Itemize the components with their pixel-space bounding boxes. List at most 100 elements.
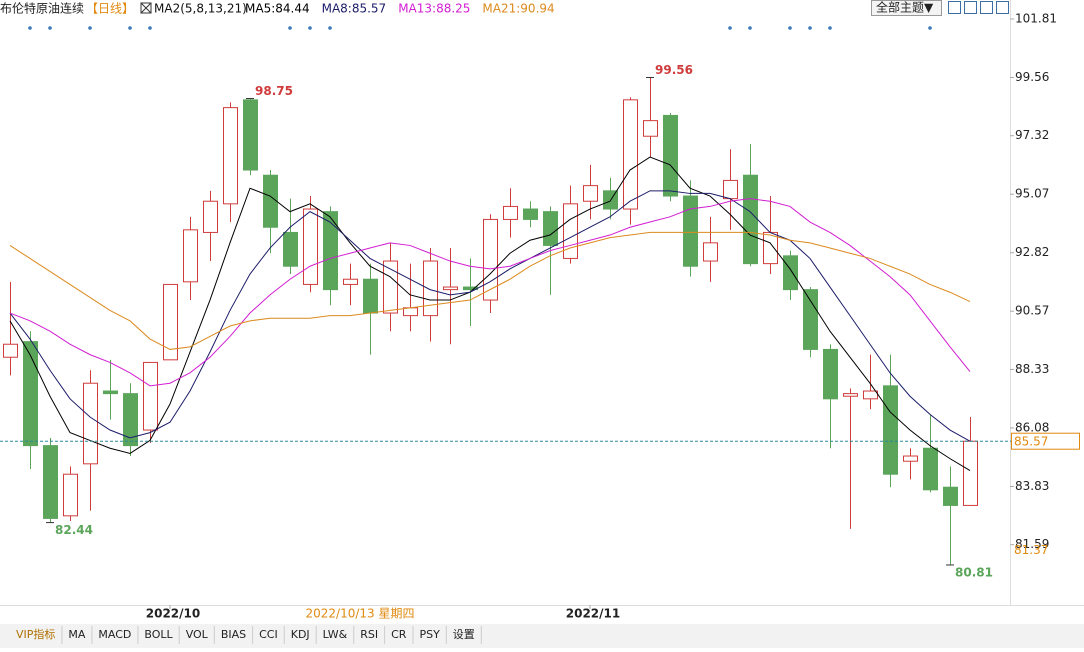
y-tick-label: 81.59 bbox=[1015, 537, 1049, 551]
event-dot[interactable] bbox=[288, 26, 292, 30]
tool-icon[interactable] bbox=[996, 1, 1009, 14]
event-dot[interactable] bbox=[828, 26, 832, 30]
y-tick-label: 99.56 bbox=[1015, 70, 1049, 84]
toolbar-item[interactable]: MACD bbox=[98, 628, 131, 641]
event-dot[interactable] bbox=[748, 26, 752, 30]
y-tick-label: 97.32 bbox=[1015, 128, 1049, 142]
candle-body bbox=[83, 382, 98, 465]
y-tick-label: 88.33 bbox=[1015, 362, 1049, 376]
indicator-icon bbox=[140, 2, 152, 14]
high-label: 98.75 bbox=[255, 84, 293, 98]
x-tick-label: 2022/10 bbox=[146, 607, 200, 621]
y-tick-label: 101.81 bbox=[1015, 11, 1057, 25]
candle-body bbox=[823, 348, 838, 400]
event-dot[interactable] bbox=[48, 26, 52, 30]
legend: MA5:84.44 MA8:85.57 MA13:88.25 MA21:90.94 bbox=[245, 2, 555, 16]
candle-body bbox=[123, 393, 138, 447]
candle-body bbox=[903, 455, 918, 462]
candle-body bbox=[743, 174, 758, 265]
candle-body bbox=[503, 205, 518, 220]
event-dot[interactable] bbox=[128, 26, 132, 30]
legend-entry: MA13:88.25 bbox=[398, 2, 470, 16]
candle-body bbox=[723, 179, 738, 200]
event-dot[interactable] bbox=[328, 26, 332, 30]
y-tick-label: 92.82 bbox=[1015, 245, 1049, 259]
toolbar: VIP指标 MA MACD BOLL VOL BIAS CCI KDJ LW& RSI CR PSY 设… bbox=[16, 626, 482, 644]
event-dot[interactable] bbox=[28, 26, 32, 30]
event-dot[interactable] bbox=[148, 26, 152, 30]
candle-body bbox=[943, 486, 958, 506]
event-dot[interactable] bbox=[728, 26, 732, 30]
candle-body bbox=[883, 385, 898, 475]
candle-body bbox=[383, 260, 398, 314]
toolbar-item[interactable]: RSI bbox=[360, 628, 378, 641]
candle-body bbox=[483, 218, 498, 301]
theme-button[interactable] bbox=[871, 0, 942, 16]
candle-body bbox=[423, 260, 438, 317]
candle-body bbox=[863, 390, 878, 400]
candle-body bbox=[623, 99, 638, 210]
chart-title: 布伦特原油连续 bbox=[0, 1, 84, 16]
toolbar-item[interactable]: CR bbox=[391, 628, 407, 641]
tool-icon[interactable] bbox=[964, 1, 977, 14]
tool-icon[interactable] bbox=[980, 1, 993, 14]
candle-body bbox=[523, 208, 538, 220]
candle-body bbox=[923, 447, 938, 491]
tool-icons bbox=[948, 1, 1009, 14]
toolbar-item[interactable]: MA bbox=[68, 628, 85, 641]
toolbar-item[interactable]: VOL bbox=[186, 628, 209, 641]
candle-body bbox=[223, 107, 238, 205]
event-dot[interactable] bbox=[788, 26, 792, 30]
candle-body bbox=[403, 307, 418, 317]
toolbar-item[interactable]: LW& bbox=[323, 628, 348, 641]
tool-icon[interactable] bbox=[948, 1, 961, 14]
candle-body bbox=[263, 174, 278, 228]
candle-body bbox=[183, 229, 198, 283]
ma-line bbox=[9, 156, 971, 472]
candle-body bbox=[363, 278, 378, 314]
crosshair-label: 2022/10/13 星期四 bbox=[306, 607, 415, 621]
candle-body bbox=[23, 341, 38, 447]
legend-entry: MA5:84.44 bbox=[245, 2, 310, 16]
candle-body bbox=[323, 211, 338, 291]
ma-line bbox=[9, 190, 971, 442]
low-label: 82.44 bbox=[55, 523, 93, 537]
event-dot[interactable] bbox=[88, 26, 92, 30]
toolbar-item[interactable]: 设置 bbox=[453, 628, 475, 641]
toolbar-item[interactable]: PSY bbox=[419, 628, 440, 641]
candle-body bbox=[343, 278, 358, 285]
candle-body bbox=[103, 390, 118, 395]
low-label: 80.81 bbox=[955, 565, 993, 579]
legend-entry: MA8:85.57 bbox=[322, 2, 387, 16]
ma-line bbox=[9, 231, 971, 350]
candle-body bbox=[703, 242, 718, 262]
candle-body bbox=[163, 283, 178, 361]
candle-body bbox=[843, 393, 858, 397]
candle-body bbox=[283, 231, 298, 267]
candle-body bbox=[63, 473, 78, 517]
toolbar-item[interactable]: VIP指标 bbox=[16, 627, 55, 641]
event-dot[interactable] bbox=[808, 26, 812, 30]
candle-body bbox=[583, 185, 598, 202]
toolbar-bg bbox=[0, 624, 1084, 648]
ma-line bbox=[9, 198, 971, 387]
candle-body bbox=[763, 231, 778, 265]
event-dots bbox=[28, 26, 932, 30]
indicator: MA2(5,8,13,21) bbox=[154, 2, 247, 16]
toolbar-item[interactable]: CCI bbox=[259, 628, 278, 641]
candle-body bbox=[543, 211, 558, 246]
toolbar-item[interactable]: KDJ bbox=[291, 628, 310, 641]
event-dot[interactable] bbox=[308, 26, 312, 30]
candle-body bbox=[3, 343, 18, 358]
candle-body bbox=[663, 114, 678, 197]
indicator-icon[interactable] bbox=[140, 2, 152, 14]
high-label: 99.56 bbox=[655, 63, 693, 77]
current-price-label: 85.57 bbox=[1014, 435, 1048, 449]
toolbar-item[interactable]: BOLL bbox=[144, 628, 173, 641]
toolbar-item[interactable]: BIAS bbox=[221, 628, 246, 641]
candle-body bbox=[803, 289, 818, 350]
event-dot[interactable] bbox=[928, 26, 932, 30]
